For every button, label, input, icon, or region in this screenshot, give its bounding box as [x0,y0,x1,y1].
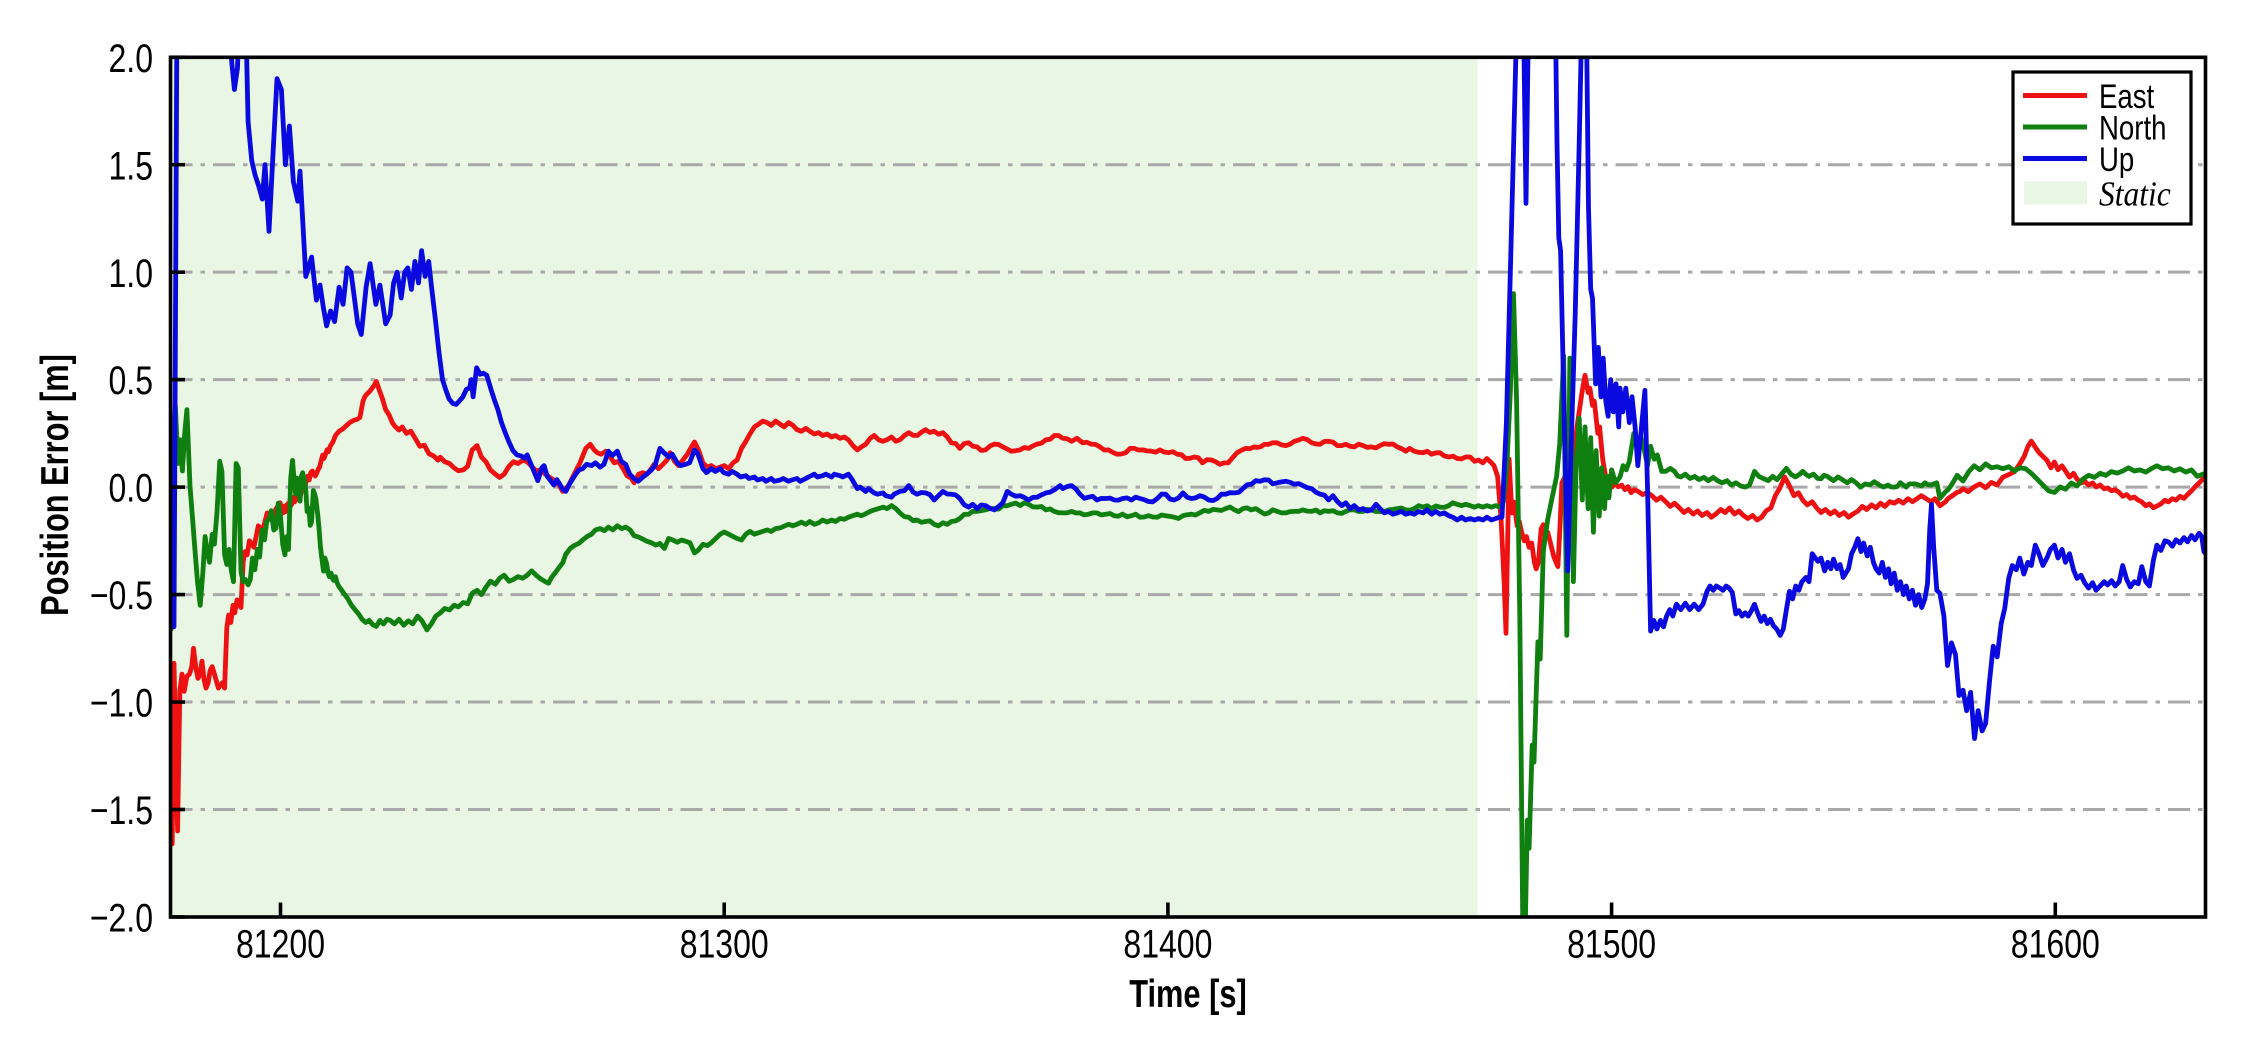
svg-text:−1.5: −1.5 [90,788,153,833]
svg-text:North: North [2099,109,2166,148]
svg-text:1.0: 1.0 [109,250,153,295]
svg-text:81600: 81600 [2011,921,2100,966]
svg-text:0.5: 0.5 [109,358,153,403]
svg-text:Up: Up [2099,140,2134,179]
svg-text:81500: 81500 [1567,921,1656,966]
svg-text:81400: 81400 [1123,921,1212,966]
svg-text:1.5: 1.5 [109,143,153,188]
svg-text:−2.0: −2.0 [90,895,153,940]
svg-text:Position Error [m]: Position Error [m] [34,354,77,616]
svg-text:Static: Static [2099,175,2171,214]
svg-text:2.0: 2.0 [109,35,153,80]
svg-text:81300: 81300 [680,921,769,966]
svg-text:0.0: 0.0 [109,465,153,510]
svg-text:−0.5: −0.5 [90,573,153,618]
svg-text:81200: 81200 [236,921,325,966]
svg-text:Time [s]: Time [s] [1129,973,1247,1016]
svg-text:East: East [2099,77,2154,116]
svg-text:−1.0: −1.0 [90,680,153,725]
